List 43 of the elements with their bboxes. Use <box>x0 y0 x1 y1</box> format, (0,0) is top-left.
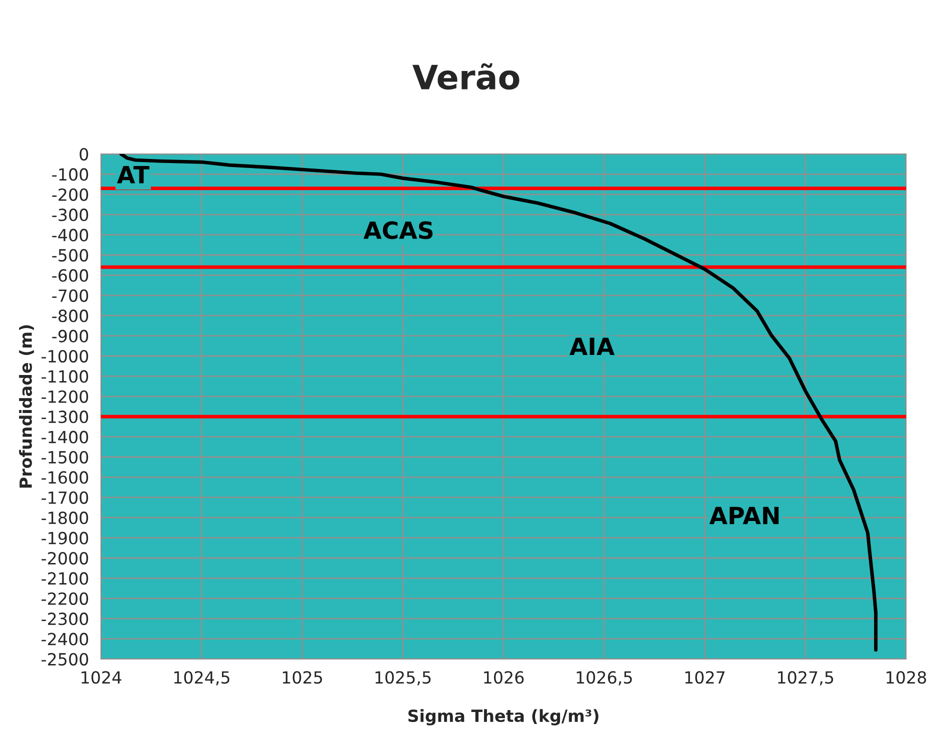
y-tick-label: -900 <box>52 330 88 342</box>
x-tick-label: 1027,5 <box>778 671 834 686</box>
y-tick-label: -1100 <box>42 370 88 383</box>
y-tick-label: -2500 <box>42 652 88 666</box>
x-tick-label: 1025 <box>282 671 322 684</box>
y-tick-label: -1600 <box>42 471 88 484</box>
y-tick-label: -1200 <box>42 390 88 403</box>
y-tick-label: -1500 <box>42 450 88 464</box>
y-tick-label: -300 <box>52 208 88 222</box>
y-tick-label: -2400 <box>42 632 88 646</box>
x-tick-label: 1024 <box>82 671 122 684</box>
y-tick-label: -600 <box>52 269 88 282</box>
y-tick-label: -700 <box>52 289 88 302</box>
x-tick-label: 1028 <box>886 671 926 684</box>
x-tick-label: 1026 <box>484 671 524 684</box>
y-tick-label: -1400 <box>42 430 88 444</box>
y-axis-title: Profundidade (m) <box>19 325 34 488</box>
y-tick-label: -400 <box>52 228 88 242</box>
y-tick-label: -500 <box>52 248 88 262</box>
y-tick-label: -1000 <box>42 350 88 363</box>
x-tick-label: 1027 <box>685 671 725 684</box>
annotation: AIA <box>570 338 615 355</box>
annotation: AT <box>117 166 150 184</box>
line-series <box>119 154 878 652</box>
y-tick-label: -2200 <box>42 592 88 605</box>
x-axis-title: Sigma Theta (kg/m³) <box>408 709 598 726</box>
annotation: APAN <box>709 506 779 524</box>
annotation: ACAS <box>364 221 433 240</box>
y-tick-label: -100 <box>52 168 88 181</box>
x-tick-label: 1024,5 <box>174 671 230 686</box>
y-tick-label: -1800 <box>42 512 88 524</box>
y-tick-label: -800 <box>52 310 88 322</box>
y-tick-label: -1900 <box>42 532 88 544</box>
y-tick-label: -200 <box>52 188 88 201</box>
x-tick-label: 1026,5 <box>576 671 632 686</box>
y-tick-label: -1700 <box>42 491 88 504</box>
y-tick-label: -2300 <box>42 612 88 626</box>
chart-title: Verão <box>412 63 520 90</box>
y-tick-label: -2100 <box>42 572 88 585</box>
x-tick-label: 1025,5 <box>376 671 431 686</box>
y-tick-label: -1300 <box>42 410 88 424</box>
y-tick-label: 0 <box>80 148 88 161</box>
y-tick-label: -2000 <box>42 552 88 565</box>
